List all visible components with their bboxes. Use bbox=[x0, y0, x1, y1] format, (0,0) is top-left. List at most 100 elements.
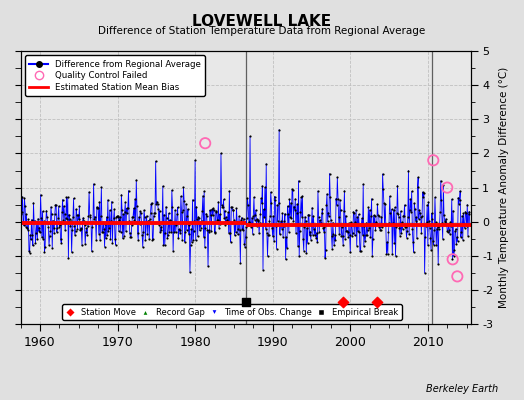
Point bbox=[74, 216, 83, 222]
Point bbox=[163, 235, 171, 241]
Point bbox=[151, 209, 159, 216]
Point bbox=[171, 207, 179, 214]
Point bbox=[146, 210, 155, 216]
Point bbox=[82, 225, 91, 232]
Point bbox=[331, 232, 339, 238]
Point bbox=[195, 215, 203, 221]
Point bbox=[271, 197, 279, 203]
Point bbox=[392, 224, 400, 230]
Point bbox=[97, 184, 105, 190]
Point bbox=[386, 210, 395, 216]
Point bbox=[214, 199, 223, 205]
Point bbox=[384, 229, 392, 235]
Point bbox=[21, 224, 30, 230]
Point bbox=[45, 242, 53, 248]
Point bbox=[77, 225, 85, 231]
Point bbox=[165, 228, 173, 235]
Point bbox=[239, 227, 247, 233]
Point bbox=[323, 218, 332, 225]
Point bbox=[400, 202, 409, 208]
Point bbox=[417, 230, 425, 236]
Point bbox=[439, 182, 447, 188]
Point bbox=[202, 210, 210, 217]
Point bbox=[171, 229, 180, 235]
Point bbox=[451, 228, 459, 234]
Point bbox=[154, 201, 162, 207]
Point bbox=[344, 233, 353, 240]
Point bbox=[230, 217, 238, 224]
Point bbox=[205, 229, 213, 235]
Point bbox=[242, 224, 250, 230]
Point bbox=[130, 216, 138, 223]
Point bbox=[453, 273, 462, 280]
Point bbox=[329, 220, 337, 226]
Point bbox=[350, 208, 358, 215]
Point bbox=[200, 188, 209, 194]
Point bbox=[328, 233, 336, 239]
Point bbox=[21, 203, 29, 210]
Point bbox=[285, 196, 293, 203]
Point bbox=[340, 188, 348, 194]
Point bbox=[462, 210, 470, 217]
Point bbox=[434, 226, 443, 232]
Point bbox=[314, 214, 323, 220]
Point bbox=[263, 230, 271, 236]
Point bbox=[24, 216, 32, 222]
Point bbox=[107, 218, 115, 224]
Point bbox=[284, 211, 292, 218]
Point bbox=[419, 189, 427, 195]
Point bbox=[104, 197, 112, 203]
Point bbox=[129, 205, 138, 212]
Point bbox=[112, 214, 121, 220]
Point bbox=[139, 229, 148, 236]
Point bbox=[240, 240, 248, 247]
Point bbox=[190, 218, 199, 224]
Point bbox=[62, 214, 70, 221]
Point bbox=[122, 228, 130, 235]
Point bbox=[158, 218, 166, 225]
Point bbox=[364, 204, 373, 211]
Point bbox=[351, 232, 359, 238]
Point bbox=[76, 227, 84, 234]
Point bbox=[88, 248, 96, 254]
Point bbox=[445, 231, 454, 237]
Point bbox=[355, 229, 364, 236]
Point bbox=[49, 224, 58, 231]
Point bbox=[105, 207, 114, 213]
Point bbox=[458, 236, 467, 243]
Point bbox=[192, 237, 200, 244]
Point bbox=[455, 196, 464, 203]
Point bbox=[79, 218, 87, 224]
Point bbox=[313, 239, 322, 245]
Point bbox=[99, 218, 107, 225]
Point bbox=[181, 239, 189, 245]
Point bbox=[343, 227, 351, 234]
Point bbox=[19, 222, 28, 228]
Point bbox=[441, 217, 449, 224]
Point bbox=[182, 201, 190, 207]
Point bbox=[376, 226, 385, 233]
Point bbox=[127, 222, 136, 228]
Point bbox=[278, 210, 287, 216]
Point bbox=[385, 220, 393, 226]
Point bbox=[79, 214, 88, 221]
Point bbox=[466, 222, 474, 228]
Point bbox=[104, 227, 113, 234]
Point bbox=[297, 194, 305, 200]
Point bbox=[193, 216, 201, 222]
Point bbox=[464, 232, 472, 239]
Point bbox=[19, 218, 27, 225]
Point bbox=[173, 204, 182, 210]
Point bbox=[217, 150, 225, 157]
Point bbox=[356, 248, 365, 254]
Point bbox=[464, 211, 473, 218]
Point bbox=[229, 207, 237, 214]
Point bbox=[303, 225, 311, 231]
Point bbox=[420, 270, 429, 276]
Point bbox=[423, 242, 432, 248]
Point bbox=[115, 216, 124, 223]
Point bbox=[137, 218, 146, 225]
Point bbox=[50, 230, 58, 236]
Point bbox=[264, 232, 272, 238]
Point bbox=[288, 186, 296, 193]
